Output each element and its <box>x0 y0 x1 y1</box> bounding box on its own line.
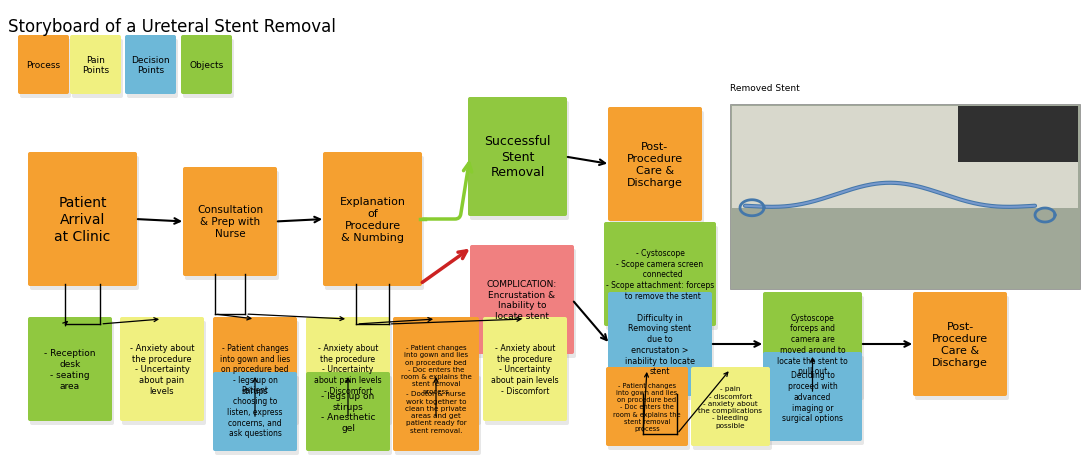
FancyBboxPatch shape <box>606 367 688 446</box>
FancyBboxPatch shape <box>610 296 714 400</box>
Text: Patient
Arrival
at Clinic: Patient Arrival at Clinic <box>54 196 110 243</box>
FancyBboxPatch shape <box>31 321 114 425</box>
FancyBboxPatch shape <box>395 376 481 455</box>
FancyBboxPatch shape <box>485 321 569 425</box>
FancyBboxPatch shape <box>468 98 567 217</box>
FancyBboxPatch shape <box>28 317 112 421</box>
FancyBboxPatch shape <box>306 372 390 451</box>
FancyBboxPatch shape <box>693 371 772 450</box>
FancyBboxPatch shape <box>128 40 178 99</box>
FancyBboxPatch shape <box>306 317 390 421</box>
FancyBboxPatch shape <box>122 321 206 425</box>
FancyBboxPatch shape <box>765 296 864 400</box>
FancyBboxPatch shape <box>604 222 716 326</box>
FancyBboxPatch shape <box>215 376 299 455</box>
FancyBboxPatch shape <box>70 36 121 95</box>
FancyBboxPatch shape <box>470 102 569 221</box>
FancyBboxPatch shape <box>20 40 71 99</box>
FancyBboxPatch shape <box>181 36 232 95</box>
FancyBboxPatch shape <box>472 249 576 358</box>
Text: Removed Stent: Removed Stent <box>730 84 800 93</box>
FancyBboxPatch shape <box>120 317 204 421</box>
FancyBboxPatch shape <box>765 356 864 445</box>
FancyBboxPatch shape <box>215 321 299 425</box>
FancyBboxPatch shape <box>125 36 175 95</box>
FancyBboxPatch shape <box>323 153 422 286</box>
Text: Cystoscope
forceps and
camera are
moved around to
locate the stent to
pull out: Cystoscope forceps and camera are moved … <box>777 313 848 375</box>
FancyBboxPatch shape <box>470 245 574 354</box>
Text: Explanation
of
Procedure
& Numbing: Explanation of Procedure & Numbing <box>339 197 405 243</box>
FancyBboxPatch shape <box>213 372 296 451</box>
FancyBboxPatch shape <box>763 352 862 441</box>
Text: Process: Process <box>26 61 61 70</box>
Text: - Patient changes
into gown and lies
on procedure bed
- Doc enters the
room & ex: - Patient changes into gown and lies on … <box>401 344 471 394</box>
FancyBboxPatch shape <box>606 227 718 330</box>
FancyBboxPatch shape <box>183 167 277 276</box>
FancyBboxPatch shape <box>915 296 1009 400</box>
FancyBboxPatch shape <box>308 376 392 455</box>
Text: Patient
choosing to
listen, express
concerns, and
ask questions: Patient choosing to listen, express conc… <box>227 386 282 438</box>
Text: Pain
Points: Pain Points <box>82 56 109 75</box>
Text: - Reception
desk
- seating
area: - Reception desk - seating area <box>45 349 96 390</box>
FancyBboxPatch shape <box>393 317 479 421</box>
FancyBboxPatch shape <box>957 107 1078 162</box>
FancyBboxPatch shape <box>763 293 862 396</box>
FancyBboxPatch shape <box>608 293 712 396</box>
FancyBboxPatch shape <box>31 157 140 290</box>
Text: - Patient changes
into gown and lies
on procedure bed
- legs up on
stirups: - Patient changes into gown and lies on … <box>220 343 290 395</box>
FancyBboxPatch shape <box>28 153 137 286</box>
FancyBboxPatch shape <box>730 105 1080 289</box>
Text: - Cystoscope
- Scope camera screen
  connected
- Scope attachment: forceps
  to : - Cystoscope - Scope camera screen conne… <box>606 248 714 300</box>
FancyBboxPatch shape <box>183 40 234 99</box>
FancyBboxPatch shape <box>19 36 69 95</box>
Text: - legs up on
stirups
- Anesthetic
gel: - legs up on stirups - Anesthetic gel <box>320 391 375 432</box>
FancyBboxPatch shape <box>395 321 481 425</box>
FancyBboxPatch shape <box>610 112 704 226</box>
Text: - Doctor & nurse
work together to
clean the private
areas and get
patient ready : - Doctor & nurse work together to clean … <box>405 390 467 433</box>
FancyBboxPatch shape <box>72 40 123 99</box>
Text: Storyboard of a Ureteral Stent Removal: Storyboard of a Ureteral Stent Removal <box>8 18 336 36</box>
Text: - Patient changes
into gown and lies
on procedure bed
- Doc enters the
room & ex: - Patient changes into gown and lies on … <box>614 382 681 431</box>
Text: - Anxiety about
the procedure
- Uncertainty
about pain levels
- Discomfort: - Anxiety about the procedure - Uncertai… <box>314 343 381 395</box>
Text: Successful
Stent
Removal: Successful Stent Removal <box>484 135 550 179</box>
Text: Difficulty in
Removing stent
due to
encrustaton >
inability to locate
stent: Difficulty in Removing stent due to encr… <box>625 313 695 375</box>
Text: - pain
- discomfort
- anxiety about
the complications
- bleeding
possible: - pain - discomfort - anxiety about the … <box>699 385 763 428</box>
Text: COMPLICATION:
Encrustation &
Inability to
locate stent: COMPLICATION: Encrustation & Inability t… <box>487 279 557 320</box>
FancyBboxPatch shape <box>325 157 424 290</box>
FancyBboxPatch shape <box>483 317 567 421</box>
Text: Deciding to
proceed with
advanced
imaging or
surgical options: Deciding to proceed with advanced imagin… <box>782 371 843 423</box>
Text: - Anxiety about
the procedure
- Uncertainty
about pain levels
- Discomfort: - Anxiety about the procedure - Uncertai… <box>492 343 559 395</box>
Text: Post-
Procedure
Care &
Discharge: Post- Procedure Care & Discharge <box>627 142 683 187</box>
Text: Objects: Objects <box>190 61 223 70</box>
FancyBboxPatch shape <box>213 317 296 421</box>
FancyBboxPatch shape <box>913 293 1007 396</box>
FancyBboxPatch shape <box>691 367 770 446</box>
Text: - Anxiety about
the procedure
- Uncertainty
about pain
levels: - Anxiety about the procedure - Uncertai… <box>130 343 194 395</box>
FancyBboxPatch shape <box>393 372 479 451</box>
FancyBboxPatch shape <box>608 108 702 222</box>
Text: Consultation
& Prep with
Nurse: Consultation & Prep with Nurse <box>197 205 263 239</box>
FancyBboxPatch shape <box>185 172 279 280</box>
FancyBboxPatch shape <box>732 107 1078 208</box>
Text: Post-
Procedure
Care &
Discharge: Post- Procedure Care & Discharge <box>932 321 988 367</box>
FancyBboxPatch shape <box>308 321 392 425</box>
Text: Decision
Points: Decision Points <box>131 56 170 75</box>
FancyBboxPatch shape <box>608 371 690 450</box>
